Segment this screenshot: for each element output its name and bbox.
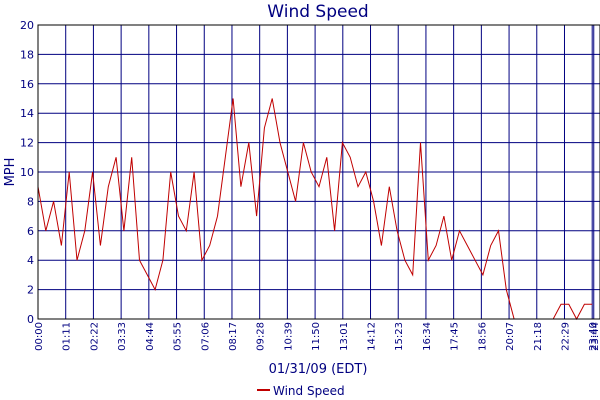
x-tick-label: 07:06 [200, 322, 211, 351]
y-tick-label: 10 [20, 166, 34, 179]
x-tick-label: 11:50 [311, 322, 322, 351]
x-tick-label: 09:28 [256, 322, 267, 351]
y-tick-label: 20 [20, 19, 34, 32]
y-tick-label: 12 [20, 137, 34, 150]
legend: Wind Speed [257, 384, 345, 398]
x-tick-label: 08:17 [228, 322, 239, 351]
y-tick-label: 2 [27, 284, 34, 297]
y-axis-ticks: 0 2 4 6 8 10 12 14 16 18 20 [20, 19, 34, 326]
x-tick-label: 22:29 [560, 322, 571, 351]
y-tick-label: 16 [20, 78, 34, 91]
x-tick-label: 20:07 [505, 322, 516, 351]
x-axis-ticks: 00:00 01:11 02:22 03:33 04:44 05:55 07:06 08:17… [34, 322, 600, 351]
y-tick-label: 8 [27, 195, 34, 208]
x-tick-label: 10:39 [283, 322, 294, 351]
x-tick-label: 17:45 [450, 322, 461, 351]
y-tick-label: 18 [20, 48, 34, 61]
x-tick-label: 14:12 [367, 322, 378, 351]
grid [37, 24, 600, 320]
y-axis-label: MPH [3, 158, 18, 187]
x-tick-label: 05:55 [173, 322, 184, 351]
y-tick-label: 6 [27, 225, 34, 238]
x-tick-label: 23:40 [588, 322, 599, 351]
y-tick-label: 0 [27, 313, 34, 326]
x-tick-label: 04:44 [145, 322, 156, 351]
x-tick-label: 18:56 [477, 322, 488, 351]
x-tick-label: 15:23 [394, 322, 405, 351]
legend-label: Wind Speed [273, 384, 345, 398]
y-tick-label: 14 [20, 107, 34, 120]
series-line-wind-speed [37, 98, 593, 321]
plot-frame [37, 24, 600, 320]
x-tick-label: 00:00 [34, 322, 45, 351]
x-tick-label: 03:33 [117, 322, 128, 351]
x-tick-label: 13:01 [339, 322, 350, 351]
x-tick-label: 16:34 [422, 322, 433, 351]
y-tick-label: 4 [27, 254, 34, 267]
x-axis-label: 01/31/09 (EDT) [269, 362, 368, 377]
x-tick-label: 23:44 [590, 322, 600, 351]
x-tick-label: 02:22 [89, 322, 100, 351]
chart-title: Wind Speed [267, 2, 368, 22]
x-tick-label: 01:11 [62, 322, 73, 351]
x-tick-label: 21:18 [533, 322, 544, 351]
